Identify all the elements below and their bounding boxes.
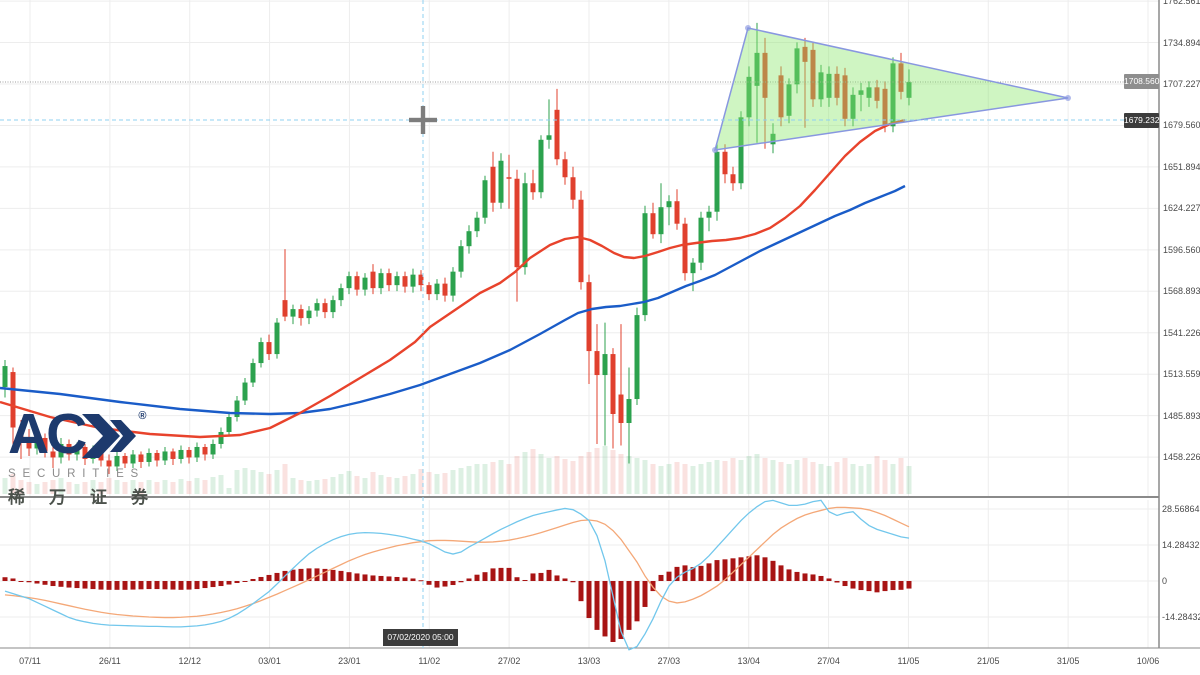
price-axis-label: 1651.894 — [1163, 161, 1200, 172]
time-axis-label: 27/04 — [817, 656, 840, 666]
logo-acy-text: AC — [8, 402, 87, 466]
price-axis-label: 1596.560 — [1163, 244, 1200, 255]
price-axis-label: 1458.226 — [1163, 452, 1200, 463]
price-axis-label: 1541.226 — [1163, 327, 1200, 338]
current-price-badge: 1708.560 — [1124, 74, 1159, 89]
time-axis-label: 11/02 — [418, 656, 441, 666]
logo-chinese-text: 稀万证券 — [8, 488, 172, 507]
logo-chevron-y-icon — [82, 414, 137, 458]
macd-main-line — [4, 499, 910, 651]
time-axis-label: 27/02 — [497, 656, 521, 666]
price-axis-label: 1624.227 — [1163, 203, 1200, 214]
price-axis-label: 1568.893 — [1163, 286, 1200, 297]
price-axis-label: 1707.227 — [1163, 78, 1200, 89]
time-axis-label: 13/04 — [737, 656, 760, 666]
time-axis-label: 13/03 — [577, 656, 601, 666]
crosshair — [0, 0, 1159, 648]
macd-axis-label: 14.28432 — [1162, 540, 1200, 550]
price-axis-label: 1679.560 — [1163, 120, 1200, 131]
macd-signal-line — [4, 506, 910, 619]
price-axis-label: 1734.894 — [1163, 37, 1200, 48]
logo-securities-text: SECURITIES — [8, 468, 146, 480]
pennant-drawing[interactable] — [712, 25, 1071, 153]
ma-fast-line — [0, 118, 906, 439]
crosshair-price-badge: 1679.232 — [1124, 113, 1159, 128]
time-axis-label: 27/03 — [657, 656, 681, 666]
macd-axis-label: -14.28432 — [1162, 611, 1200, 622]
time-axis-label: 21/05 — [977, 656, 1000, 666]
time-axis-label: 03/01 — [258, 656, 281, 666]
time-axis-label: 23/01 — [338, 656, 361, 666]
price-axis-label: 1762.561 — [1163, 0, 1200, 7]
price-axis-label: 1513.559 — [1163, 369, 1200, 380]
time-axis-label: 31/05 — [1056, 656, 1080, 666]
cursor-plus-icon — [409, 106, 437, 134]
time-axis-label: 07/11 — [19, 656, 41, 666]
watermark-logo: AC ® SECURITIES 稀万证券 — [8, 402, 172, 508]
time-axis-label: 12/12 — [178, 656, 201, 666]
time-axis-label: 10/06 — [1136, 656, 1160, 666]
ma-slow-line — [0, 184, 906, 416]
crosshair-time-tooltip: 07/02/2020 05:00 — [383, 629, 458, 646]
price-axis-label: 1485.893 — [1163, 410, 1200, 421]
macd-axis-label: 28.56864 — [1162, 504, 1200, 514]
logo-registered-mark: ® — [138, 410, 147, 422]
macd-axis-label: 0 — [1162, 576, 1168, 586]
macd-panel — [2, 499, 912, 651]
time-axis-label: 26/11 — [98, 656, 121, 666]
volume-bars — [2, 446, 912, 494]
gridlines — [0, 0, 1159, 648]
candlesticks — [2, 22, 912, 474]
time-axis-label: 11/05 — [897, 656, 920, 666]
